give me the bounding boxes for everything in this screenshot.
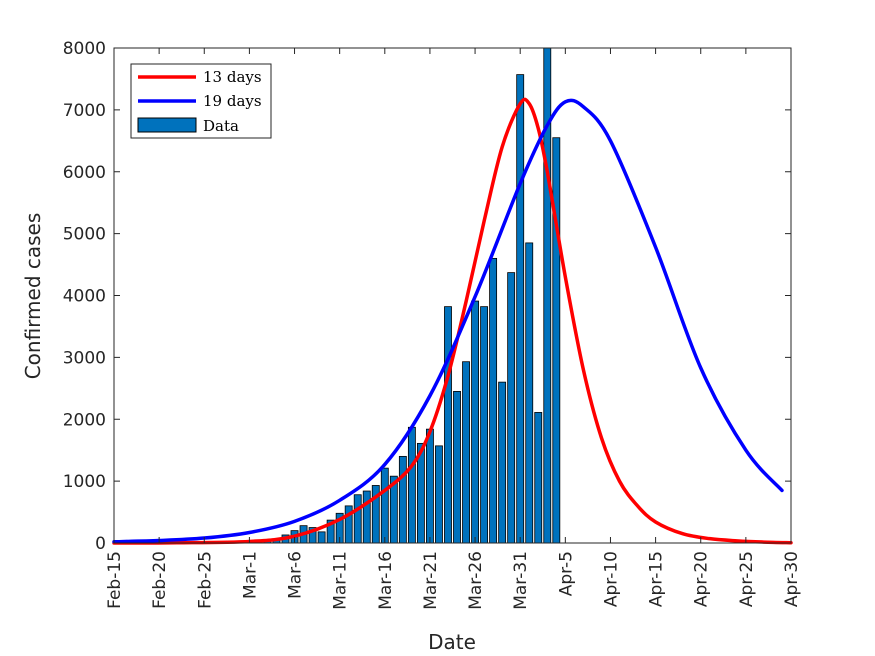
- bar-mar-23: [444, 306, 452, 544]
- bar-mar-29: [498, 381, 507, 544]
- legend-label-data: Data: [203, 117, 239, 135]
- legend-swatch-data: [137, 117, 197, 133]
- series-line-13-days: [112, 97, 793, 545]
- x-tick-label: Feb-25: [195, 551, 215, 609]
- bar-mar-27: [480, 306, 489, 544]
- legend-label-19-days: 19 days: [203, 92, 262, 110]
- bar-mar-14: [362, 490, 371, 544]
- bar-mar-30: [507, 272, 516, 544]
- y-axis-label: Confirmed cases: [21, 213, 45, 380]
- y-tick-label: 8000: [63, 39, 106, 59]
- y-tick-label: 0: [95, 534, 106, 554]
- bar-mar-19: [407, 426, 416, 544]
- bar-apr-2: [534, 412, 543, 544]
- bar-mar-25: [462, 361, 470, 544]
- x-axis-label: Date: [428, 630, 476, 654]
- x-tick-label: Mar-11: [331, 551, 351, 610]
- legend-label-13-days: 13 days: [203, 68, 262, 86]
- bar-mar-21: [426, 428, 434, 544]
- x-tick-label: Apr-20: [692, 551, 712, 607]
- y-tick-label: 1000: [63, 472, 106, 492]
- series-line-19-days: [112, 98, 784, 544]
- y-axis: 0 1000 2000 3000 4000 5000 6000 7000 8000: [63, 39, 791, 554]
- x-tick-label: Feb-15: [105, 551, 125, 609]
- x-tick-label: Apr-30: [782, 551, 802, 607]
- x-tick-label: Mar-21: [421, 551, 441, 610]
- bar-apr-1: [525, 242, 534, 544]
- bar-mar-16: [380, 467, 389, 544]
- bar-mar-22: [435, 445, 443, 544]
- y-tick-label: 6000: [63, 163, 106, 183]
- y-tick-label: 2000: [63, 410, 106, 430]
- y-tick-label: 7000: [63, 101, 106, 121]
- bars-layer: [200, 47, 561, 544]
- bar-apr-4: [552, 137, 561, 544]
- y-tick-label: 5000: [63, 225, 106, 245]
- x-tick-label: Mar-26: [466, 551, 486, 610]
- bar-mar-31: [516, 74, 525, 544]
- x-axis: Feb-15 Feb-20 Feb-25 Mar-1 Mar-6 Mar-11 Mar-16…: [105, 48, 802, 610]
- x-tick-label: Apr-5: [556, 551, 576, 596]
- lines-layer: [112, 97, 793, 545]
- bar-mar-18: [398, 455, 407, 544]
- x-tick-label: Mar-16: [376, 551, 396, 610]
- y-tick-label: 4000: [63, 287, 106, 307]
- x-tick-label: Apr-10: [601, 551, 621, 607]
- x-tick-label: Mar-31: [511, 551, 531, 610]
- bar-mar-24: [453, 391, 461, 544]
- bar-mar-9: [317, 531, 326, 544]
- x-tick-label: Mar-1: [240, 551, 260, 599]
- x-tick-label: Feb-20: [150, 551, 170, 609]
- legend: 13 days 19 days Data: [130, 63, 272, 139]
- x-tick-label: Apr-25: [737, 551, 757, 607]
- bar-mar-26: [471, 300, 479, 544]
- y-tick-label: 3000: [63, 348, 106, 368]
- bar-mar-28: [489, 257, 498, 544]
- x-tick-label: Apr-15: [647, 551, 667, 607]
- bar-mar-13: [353, 494, 362, 544]
- x-tick-label: Mar-6: [286, 551, 306, 599]
